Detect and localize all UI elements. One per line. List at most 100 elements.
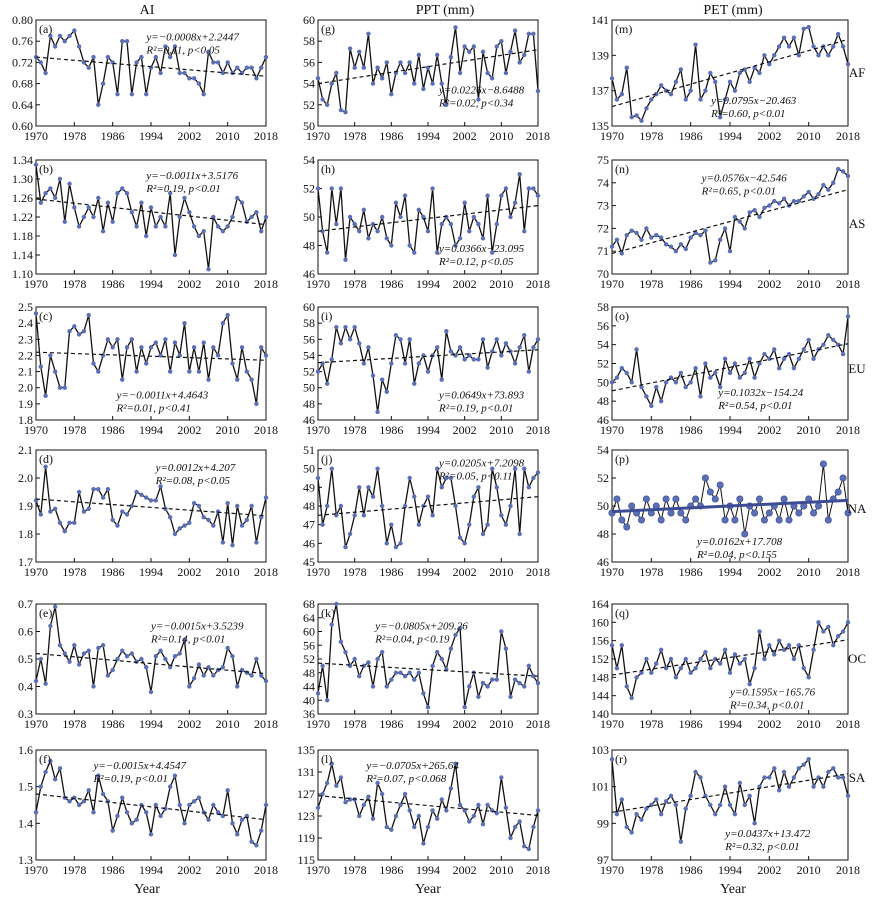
- data-point: [467, 229, 472, 234]
- data-point: [508, 835, 513, 841]
- data-point: [503, 646, 509, 651]
- y-tick-label: 52: [303, 98, 315, 112]
- data-point: [425, 704, 431, 710]
- data-point: [144, 665, 149, 670]
- data-point: [153, 224, 158, 229]
- y-tick-label: 50: [597, 375, 609, 389]
- data-point: [476, 694, 481, 700]
- data-point: [434, 466, 440, 471]
- x-tick-label: 2018: [836, 277, 860, 291]
- data-point: [57, 520, 63, 525]
- y-tick-label: 60: [303, 13, 315, 27]
- data-point: [407, 60, 412, 65]
- data-point: [767, 356, 772, 361]
- data-point: [816, 775, 821, 780]
- data-point: [81, 651, 87, 656]
- data-point: [703, 649, 708, 655]
- y-tick-label: 0.6: [18, 625, 33, 639]
- data-point: [811, 44, 816, 49]
- y-tick-label: 56: [303, 638, 315, 652]
- trend-line: [317, 795, 539, 817]
- data-point: [831, 766, 836, 771]
- y-tick-label: 58: [597, 300, 609, 314]
- panel-label: (h): [321, 162, 335, 176]
- data-point: [211, 60, 216, 65]
- data-point: [499, 193, 504, 198]
- x-tick-label: 1978: [62, 863, 86, 877]
- data-point: [752, 821, 757, 826]
- data-point: [158, 214, 163, 220]
- data-point: [187, 369, 192, 374]
- data-point: [389, 243, 394, 248]
- data-point: [457, 802, 463, 808]
- data-point: [526, 369, 532, 374]
- data-point: [609, 76, 615, 81]
- data-point: [776, 44, 782, 49]
- data-point: [366, 236, 371, 241]
- data-point: [201, 229, 206, 234]
- x-axis-titles: Year Year Year: [134, 882, 746, 897]
- data-point: [100, 495, 106, 500]
- data-point: [499, 775, 504, 780]
- data-point: [407, 808, 412, 813]
- data-point: [120, 377, 125, 382]
- y-tick-label: 141: [591, 13, 609, 27]
- trend-stats: R²=0.05, p<0.11: [438, 471, 513, 483]
- trend-stats: R²=0.14, p<0.01: [150, 633, 225, 645]
- x-axis-title-ai: Year: [134, 882, 160, 897]
- data-point: [727, 670, 733, 675]
- y-tick-label: 54: [597, 443, 609, 457]
- x-tick-label: 1994: [139, 129, 163, 143]
- data-point: [182, 195, 187, 201]
- data-point: [839, 474, 847, 482]
- x-tick-label: 1970: [600, 423, 624, 437]
- x-tick-label: 1978: [343, 277, 367, 291]
- data-point: [742, 67, 747, 72]
- data-point: [522, 466, 527, 471]
- data-point: [361, 361, 367, 366]
- data-point: [512, 824, 518, 830]
- data-point: [110, 667, 115, 673]
- data-point: [668, 793, 674, 799]
- data-point: [508, 694, 513, 700]
- x-tick-label: 1978: [639, 277, 663, 291]
- data-point: [767, 61, 772, 67]
- data-point: [752, 207, 757, 213]
- data-point: [38, 656, 43, 662]
- data-point: [816, 53, 821, 58]
- y-tick-label: 45: [303, 555, 315, 569]
- data-point: [781, 356, 787, 361]
- region-label-eu: EU: [848, 361, 866, 376]
- data-point: [105, 673, 111, 678]
- data-point: [389, 361, 394, 366]
- data-point: [826, 53, 831, 58]
- data-point: [742, 370, 747, 376]
- data-point: [512, 361, 518, 366]
- trend-line: [35, 56, 267, 77]
- y-tick-label: 56: [303, 332, 315, 346]
- data-point: [244, 517, 250, 523]
- x-tick-label: 2018: [526, 565, 550, 579]
- data-point: [526, 186, 532, 191]
- data-point: [781, 769, 787, 775]
- y-tick-label: 2.1: [18, 443, 33, 457]
- x-tick-label: 2010: [797, 277, 821, 291]
- data-point: [329, 622, 334, 627]
- panel-label: (q): [615, 606, 629, 620]
- data-point: [826, 187, 831, 192]
- data-point: [384, 824, 389, 830]
- data-point: [191, 799, 197, 804]
- trend-stats: R²=0.32, p<0.01: [724, 841, 799, 853]
- data-point: [741, 530, 749, 538]
- data-point: [110, 517, 115, 523]
- data-point: [471, 357, 477, 362]
- data-point: [38, 200, 43, 205]
- data-point: [48, 186, 53, 191]
- data-point: [732, 361, 738, 366]
- data-point: [609, 380, 615, 385]
- data-point: [471, 44, 477, 49]
- data-point: [191, 224, 197, 229]
- trend-line: [35, 793, 267, 821]
- panel-p: 46 48 50 52 54 1970 1978 1986 1994 2002 2010 2018 (p…: [597, 443, 860, 579]
- y-tick-label: 52: [303, 652, 315, 666]
